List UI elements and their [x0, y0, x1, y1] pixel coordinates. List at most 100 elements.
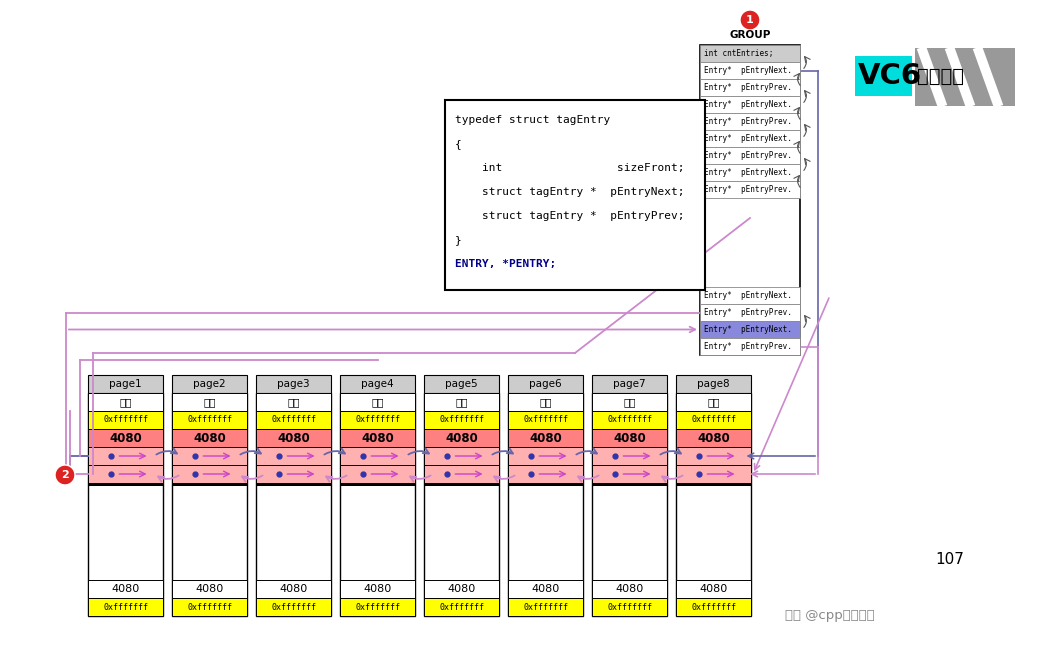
Bar: [700, 62, 800, 79]
Bar: [256, 580, 331, 598]
Text: 4080: 4080: [613, 432, 646, 445]
Bar: [508, 429, 583, 447]
Text: GROUP: GROUP: [729, 30, 771, 40]
Text: 保留: 保留: [707, 397, 720, 407]
Text: 4080: 4080: [697, 432, 730, 445]
Bar: [508, 483, 583, 486]
Bar: [676, 580, 751, 598]
Text: 4080: 4080: [363, 584, 391, 594]
Bar: [171, 465, 247, 483]
Bar: [88, 447, 163, 465]
Text: page2: page2: [194, 379, 226, 389]
Text: 0xfffffff: 0xfffffff: [439, 415, 484, 424]
Bar: [171, 393, 247, 411]
Text: int cntEntries;: int cntEntries;: [704, 49, 773, 58]
Text: struct tagEntry *  pEntryNext;: struct tagEntry * pEntryNext;: [456, 187, 685, 197]
Text: Entry*  pEntryNext.: Entry* pEntryNext.: [704, 100, 792, 109]
Bar: [592, 580, 667, 598]
Text: page6: page6: [529, 379, 562, 389]
Bar: [700, 96, 800, 113]
Bar: [88, 411, 163, 429]
Text: int                 sizeFront;: int sizeFront;: [456, 163, 685, 173]
Bar: [256, 411, 331, 429]
Bar: [256, 393, 331, 616]
Bar: [700, 321, 800, 338]
Text: Entry*  pEntryNext.: Entry* pEntryNext.: [704, 66, 792, 75]
Text: 4080: 4080: [194, 432, 226, 445]
Bar: [340, 465, 414, 483]
Bar: [256, 483, 331, 486]
Bar: [256, 598, 331, 616]
Text: 1: 1: [746, 15, 754, 25]
Bar: [676, 393, 751, 411]
Bar: [88, 393, 163, 411]
Bar: [592, 411, 667, 429]
Text: 4080: 4080: [445, 432, 478, 445]
Bar: [508, 375, 583, 393]
Text: 0xfffffff: 0xfffffff: [187, 415, 232, 424]
Text: Entry*  pEntryPrev.: Entry* pEntryPrev.: [704, 83, 792, 92]
Text: 保留: 保留: [371, 397, 384, 407]
Text: 0xfffffff: 0xfffffff: [523, 602, 568, 611]
Bar: [700, 113, 800, 130]
Text: 4080: 4080: [529, 432, 562, 445]
Text: 保留: 保留: [623, 397, 635, 407]
Text: 知乎 @cpp后端技术: 知乎 @cpp后端技术: [785, 608, 875, 621]
Bar: [592, 598, 667, 616]
Text: page8: page8: [697, 379, 730, 389]
Bar: [88, 598, 163, 616]
Bar: [424, 411, 499, 429]
Bar: [171, 393, 247, 616]
Text: typedef struct tagEntry: typedef struct tagEntry: [456, 115, 610, 125]
Bar: [700, 287, 800, 304]
Text: 4080: 4080: [361, 432, 393, 445]
Text: 保留: 保留: [119, 397, 132, 407]
Bar: [424, 393, 499, 411]
Bar: [700, 45, 800, 62]
Text: {: {: [456, 139, 462, 149]
Text: Entry*  pEntryPrev.: Entry* pEntryPrev.: [704, 342, 792, 351]
Text: 0xfffffff: 0xfffffff: [103, 602, 148, 611]
Text: page7: page7: [613, 379, 646, 389]
Text: 保留: 保留: [456, 397, 468, 407]
Text: page4: page4: [361, 379, 393, 389]
Bar: [256, 465, 331, 483]
Bar: [171, 447, 247, 465]
Text: ENTRY, *PENTRY;: ENTRY, *PENTRY;: [456, 259, 557, 269]
Bar: [508, 393, 583, 411]
Bar: [676, 429, 751, 447]
Bar: [700, 181, 800, 198]
Text: 4080: 4080: [615, 584, 644, 594]
Bar: [700, 164, 800, 181]
Text: 4080: 4080: [109, 432, 142, 445]
Bar: [592, 465, 667, 483]
Text: 0xfffffff: 0xfffffff: [523, 415, 568, 424]
Text: 内存分配: 内存分配: [917, 67, 964, 86]
Bar: [424, 580, 499, 598]
Bar: [424, 598, 499, 616]
Bar: [508, 580, 583, 598]
Bar: [340, 429, 414, 447]
Bar: [676, 447, 751, 465]
Text: 0xfffffff: 0xfffffff: [187, 602, 232, 611]
Bar: [171, 411, 247, 429]
Text: Entry*  pEntryNext.: Entry* pEntryNext.: [704, 134, 792, 143]
Text: 4080: 4080: [700, 584, 728, 594]
Bar: [340, 393, 414, 616]
Text: 4080: 4080: [531, 584, 560, 594]
Text: 0xfffffff: 0xfffffff: [607, 415, 652, 424]
Text: }: }: [456, 235, 462, 245]
Bar: [88, 580, 163, 598]
Text: 107: 107: [935, 553, 965, 568]
Bar: [340, 598, 414, 616]
Bar: [171, 483, 247, 486]
Bar: [592, 393, 667, 616]
Bar: [340, 447, 414, 465]
Bar: [424, 483, 499, 486]
Bar: [700, 45, 800, 355]
Text: Entry*  pEntryNext.: Entry* pEntryNext.: [704, 291, 792, 300]
Text: Entry*  pEntryPrev.: Entry* pEntryPrev.: [704, 117, 792, 126]
Bar: [340, 375, 414, 393]
Text: 0xfffffff: 0xfffffff: [355, 415, 400, 424]
Bar: [700, 147, 800, 164]
